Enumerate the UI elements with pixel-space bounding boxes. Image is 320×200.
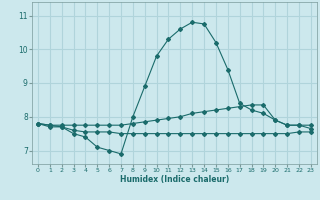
X-axis label: Humidex (Indice chaleur): Humidex (Indice chaleur) [120,175,229,184]
